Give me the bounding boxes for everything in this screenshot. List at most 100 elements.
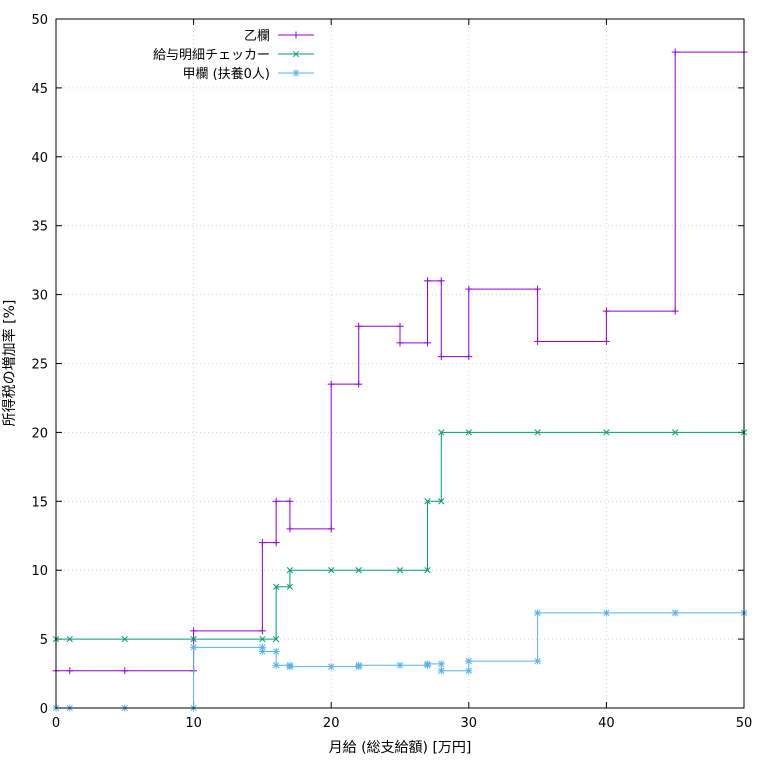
series-1-step-point [258, 627, 266, 635]
x-tick-label: 40 [598, 716, 615, 731]
series-3-point [190, 643, 198, 651]
y-tick-label: 10 [31, 564, 48, 579]
series-3-point [602, 609, 610, 617]
legend-marker-2 [292, 50, 300, 58]
series-1-point [671, 48, 679, 56]
y-tick-label: 30 [31, 289, 48, 304]
series-1-step-point [424, 339, 432, 347]
series-1-step-point [671, 307, 679, 315]
x-tick-label: 10 [185, 716, 202, 731]
series-2-point [286, 567, 294, 574]
y-axis-label: 所得税の増加率 [%] [1, 300, 18, 427]
series-1-step-point [327, 525, 335, 533]
y-tick-label: 25 [31, 358, 48, 373]
series-1-point [355, 322, 363, 330]
series-3-step-point [424, 661, 432, 669]
series-1-step-point [465, 353, 473, 361]
series-layer [52, 48, 748, 712]
series-1-point [258, 539, 266, 547]
y-tick-label: 0 [40, 702, 48, 717]
x-tick-label: 0 [52, 716, 60, 731]
series-3-point [437, 667, 445, 675]
series-1-point [272, 497, 280, 505]
x-axis-label: 月給 (総支給額) [万円] [329, 740, 472, 756]
series-2-step-point [286, 583, 294, 590]
series-1-step-point [437, 277, 445, 285]
series-2-point [672, 429, 679, 436]
series-2-point [534, 429, 541, 436]
series-1-step-point [355, 380, 363, 388]
series-2-step-point [273, 635, 280, 643]
legend-label-1: 乙欄 [244, 28, 270, 44]
series-1-step-point [272, 539, 280, 547]
series-3-point [465, 657, 473, 665]
x-tick-label: 50 [736, 716, 753, 731]
series-2-point [355, 567, 362, 574]
series-2-point [273, 583, 280, 590]
series-3-step-point [437, 660, 445, 668]
series-1-point [286, 525, 294, 533]
series-1-point [66, 667, 74, 675]
series-2-point [66, 635, 73, 643]
series-3 [52, 609, 748, 712]
series-2-step-point [438, 498, 445, 505]
series-1-point [424, 277, 432, 285]
y-tick-label: 40 [31, 151, 48, 166]
y-tick-label: 15 [31, 495, 48, 510]
plot-frame [55, 18, 745, 709]
series-3-point [534, 609, 542, 617]
y-tick-label: 20 [31, 426, 48, 441]
grid-layer [56, 19, 744, 708]
series-2-step-line [56, 431, 744, 640]
x-tick-label: 30 [461, 716, 478, 731]
series-3-step-line [56, 612, 744, 709]
series-1-point [121, 667, 129, 675]
series-3-point [396, 661, 404, 669]
series-2-step-point [424, 567, 431, 574]
series-2-point [328, 567, 335, 574]
y-tick-label: 5 [40, 633, 48, 648]
series-1-step-point [396, 322, 404, 330]
series-2-point [438, 429, 445, 436]
series-1-step-point [602, 337, 610, 345]
series-1-point [534, 337, 542, 345]
series-2-point [259, 635, 266, 643]
series-1-point [465, 285, 473, 293]
series-3-step-point [355, 663, 363, 671]
y-tick-label: 50 [31, 13, 48, 28]
legend-label-2: 給与明細チェッカー [153, 48, 270, 63]
legend-label-3: 甲欄 (扶養0人) [182, 66, 270, 82]
series-2-point [396, 567, 404, 574]
y-tick-label: 35 [31, 220, 48, 235]
x-tick-label: 20 [323, 716, 340, 731]
series-2-point [424, 498, 431, 505]
series-2-point [465, 429, 472, 436]
series-1-point [437, 353, 445, 361]
series-2 [52, 429, 748, 643]
series-3-step-point [286, 661, 294, 669]
series-1-point [396, 339, 404, 347]
series-3-step-point [534, 657, 542, 665]
legend-marker-1 [292, 31, 300, 39]
y-tick-label: 45 [31, 82, 48, 97]
series-3-step-point [272, 648, 280, 656]
series-2-point [603, 429, 610, 436]
series-1-point [190, 627, 198, 635]
series-3-point [671, 609, 679, 617]
series-1-point [602, 307, 610, 315]
legend-marker-3 [292, 69, 300, 77]
series-2-point [121, 635, 128, 643]
series-1-step-point [286, 497, 294, 505]
series-2-point [190, 635, 197, 643]
series-1-step-point [534, 285, 542, 293]
series-3-point [327, 663, 335, 671]
series-3-step-point [258, 643, 266, 651]
ticks-layer: 0 10 20 30 40 50 0 5 10 15 20 25 30 35 40 45 50 [31, 13, 752, 731]
series-3-point [272, 661, 280, 669]
series-1 [52, 48, 748, 675]
series-1-step-line [56, 51, 744, 672]
series-3-step-point [465, 667, 473, 675]
